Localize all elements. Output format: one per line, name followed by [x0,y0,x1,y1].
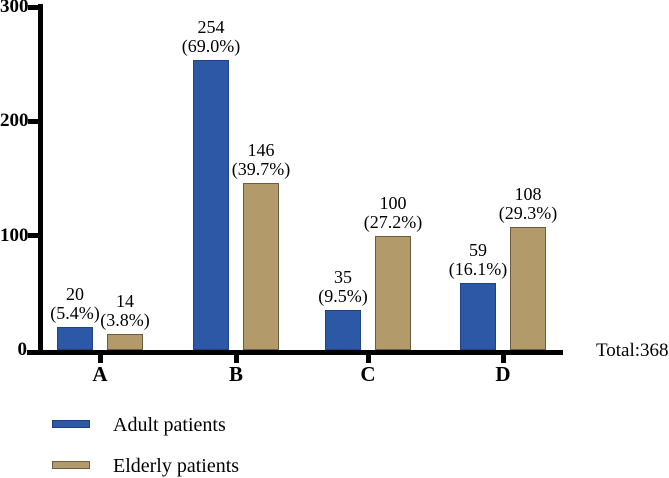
bar-B-adult-patients [193,60,229,350]
category-label-C: C [360,362,376,386]
legend-label-elderly-patients: Elderly patients [113,455,240,477]
legend-label-adult-patients: Adult patients [113,414,226,436]
y-axis-line [38,4,43,355]
x-axis-line [27,350,563,355]
legend-swatch-elderly-patients [52,461,90,469]
category-label-B: B [228,362,243,386]
bar-value-label-B-elderly-patients: 146 (39.7%) [231,140,291,179]
y-tick-label-300: 300 [0,0,29,17]
legend-swatch-adult-patients [52,420,90,428]
y-tick-label-200: 200 [0,110,29,132]
y-tick-label-100: 100 [0,224,29,246]
x-tick-D [500,355,506,363]
bar-value-label-D-elderly-patients: 108 (29.3%) [498,184,558,223]
bar-D-adult-patients [460,283,496,350]
y-tick-300 [28,4,38,10]
bar-value-label-B-adult-patients: 254 (69.0%) [181,17,241,56]
x-tick-A [97,355,103,363]
y-tick-label-0: 0 [17,339,28,360]
x-tick-B [233,355,239,363]
bar-A-elderly-patients [107,334,143,350]
bar-value-label-C-adult-patients: 35 (9.5%) [318,267,368,306]
y-tick-100 [28,233,38,239]
bar-value-label-A-elderly-patients: 14 (3.8%) [100,291,150,330]
total-annotation: Total:368 [596,340,669,361]
bar-C-elderly-patients [375,236,411,350]
bar-C-adult-patients [325,310,361,350]
y-tick-200 [28,118,38,124]
bar-D-elderly-patients [510,227,546,350]
category-label-A: A [92,362,108,386]
bar-A-adult-patients [57,327,93,350]
bar-B-elderly-patients [243,183,279,350]
bar-value-label-A-adult-patients: 20 (5.4%) [50,284,100,323]
category-label-D: D [495,362,511,386]
bar-value-label-C-elderly-patients: 100 (27.2%) [363,193,423,232]
bar-value-label-D-adult-patients: 59 (16.1%) [448,240,508,279]
x-tick-C [365,355,371,363]
